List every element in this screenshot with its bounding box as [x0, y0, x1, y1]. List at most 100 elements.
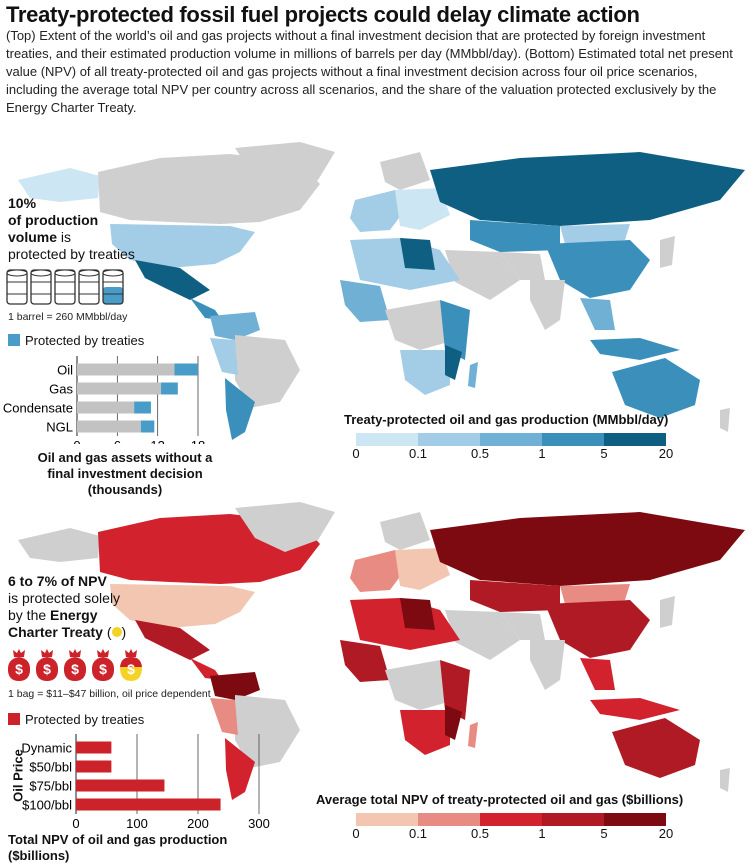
barrel-icons	[5, 268, 130, 313]
map-china	[545, 600, 650, 658]
npv-scale-tick-3: 1	[538, 826, 546, 841]
map-brazil	[235, 695, 300, 768]
npv-xtick-3: 300	[248, 816, 270, 831]
map-alaska	[18, 168, 100, 202]
npv-bar-chart: Oil Price 0 100 200 300 Dynamic $50/bbl $75/bb…	[0, 730, 280, 863]
protected-swatch-red	[8, 713, 20, 725]
map-venezuela-colombia	[210, 312, 260, 340]
svg-text:$: $	[15, 661, 23, 677]
npv-bar-0-0	[76, 741, 112, 754]
map-peru	[210, 698, 238, 735]
production-scale-swatch-3	[542, 433, 604, 446]
assets-bar-3-1	[140, 420, 155, 433]
svg-text:$: $	[127, 661, 135, 677]
production-stat-bold2: volume	[8, 229, 58, 245]
assets-xlabel: Oil and gas assets without a final inves…	[37, 450, 213, 497]
barrel-icon-3	[78, 269, 100, 305]
npv-legend: Average total NPV of treaty-protected oi…	[316, 792, 746, 842]
ect-dot-icon	[111, 627, 122, 637]
map-greenland	[235, 142, 335, 192]
npv-scale-swatch-3	[542, 813, 604, 826]
map-egypt	[400, 238, 435, 270]
map-australia	[612, 358, 700, 418]
protected-label-bottom: Protected by treaties	[25, 712, 145, 727]
map-europe-east	[395, 188, 450, 230]
map-iran	[500, 612, 545, 640]
npv-scale-swatch-0	[356, 813, 418, 826]
npv-scale-swatch-1	[418, 813, 480, 826]
assets-bar-1-1	[161, 382, 178, 395]
map-japan	[660, 596, 675, 628]
svg-text:$: $	[43, 661, 51, 677]
npv-scale-tick-1: 0.1	[408, 826, 428, 841]
npv-color-scale	[356, 813, 746, 826]
map-central-america	[190, 658, 222, 680]
protected-label-top: Protected by treaties	[25, 333, 145, 348]
assets-bar-2-1	[134, 401, 151, 414]
assets-category-2: Condensate	[3, 401, 73, 416]
assets-bar-0-1	[174, 363, 198, 376]
money-bag-icon-3: $	[91, 649, 115, 681]
map-new-zealand	[720, 408, 730, 432]
assets-bar-2-0	[77, 401, 135, 414]
protected-legend-bottom: Protected by treaties	[8, 712, 144, 727]
assets-xtick-3: 18	[191, 438, 205, 444]
map-indonesia	[590, 338, 680, 360]
production-scale-tick-4: 5	[600, 446, 608, 461]
map-brazil	[235, 335, 300, 408]
map-europe-west	[350, 190, 405, 232]
svg-text:$: $	[99, 661, 107, 677]
map-iran	[500, 252, 545, 280]
world-map-npv	[0, 500, 754, 800]
assets-xtick-0: 0	[73, 438, 80, 444]
npv-scale-ticks: 0 0.1 0.5 1 5 20	[352, 826, 728, 842]
map-alaska	[18, 528, 100, 562]
npv-category-2: $75/bbl	[29, 779, 72, 794]
npv-stat-line4b: (	[102, 624, 112, 640]
money-bag-icon-2: $	[63, 649, 87, 681]
production-scale-swatch-2	[480, 433, 542, 446]
production-scale-tick-0: 0	[352, 446, 360, 461]
npv-stat-line2: is protected solely	[8, 590, 121, 606]
production-scale-swatch-4	[604, 433, 666, 446]
map-west-africa	[340, 280, 390, 322]
npv-bar-3-0	[76, 798, 221, 811]
chart-title: Treaty-protected fossil fuel projects co…	[6, 2, 640, 27]
protected-swatch-blue	[8, 334, 20, 346]
barrel-icon-0	[6, 269, 28, 305]
npv-stat-line3a: by the	[8, 607, 51, 623]
map-southern-africa	[400, 710, 450, 755]
npv-xtick-1: 100	[126, 816, 148, 831]
npv-stat: 6 to 7% of NPV is protected solely by th…	[8, 573, 158, 641]
money-bag-icon-1: $	[35, 649, 59, 681]
barrel-icon-2	[54, 269, 76, 305]
npv-legend-title: Average total NPV of treaty-protected oi…	[316, 792, 684, 807]
bag-note: 1 bag = $11–$47 billion, oil price depen…	[8, 688, 211, 700]
map-se-asia	[580, 298, 615, 330]
map-madagascar	[468, 362, 478, 388]
npv-stat-line4c: )	[121, 624, 127, 640]
npv-category-1: $50/bbl	[29, 760, 72, 775]
map-usa	[110, 584, 255, 628]
assets-bar-0-0	[77, 363, 175, 376]
money-bag-icons: $ $ $ $ $	[5, 645, 155, 690]
assets-bar-chart: 0 6 12 18 Oil Gas Condensate NGL Oil and gas as…	[0, 352, 230, 497]
map-new-zealand	[720, 768, 730, 792]
npv-stat-line3b: Energy	[50, 607, 98, 623]
map-east-africa	[440, 300, 470, 360]
assets-xtick-1: 6	[114, 438, 121, 444]
production-color-scale	[356, 433, 734, 446]
npv-stat-line4a: Charter Treaty	[8, 624, 103, 640]
map-east-africa	[440, 660, 470, 720]
map-usa	[110, 224, 255, 268]
npv-bar-1-0	[76, 760, 112, 773]
map-venezuela-colombia	[210, 672, 260, 700]
production-scale-tick-3: 1	[538, 446, 546, 461]
npv-xtick-2: 200	[187, 816, 209, 831]
map-mexico	[135, 620, 210, 660]
map-madagascar	[468, 722, 478, 748]
map-mexico	[135, 260, 210, 300]
map-central-africa	[385, 660, 455, 710]
npv-scale-swatch-4	[604, 813, 666, 826]
barrel-icon-4	[102, 269, 124, 305]
